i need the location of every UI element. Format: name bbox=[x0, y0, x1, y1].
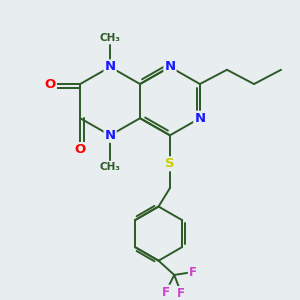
Text: F: F bbox=[177, 287, 185, 300]
Text: CH₃: CH₃ bbox=[100, 33, 121, 43]
Text: N: N bbox=[194, 112, 206, 125]
Text: O: O bbox=[75, 143, 86, 156]
Text: O: O bbox=[45, 77, 56, 91]
Text: N: N bbox=[104, 129, 116, 142]
Text: F: F bbox=[162, 286, 170, 298]
Text: F: F bbox=[189, 266, 197, 279]
Text: N: N bbox=[104, 60, 116, 74]
Text: S: S bbox=[165, 157, 175, 170]
Text: N: N bbox=[164, 60, 175, 74]
Text: CH₃: CH₃ bbox=[100, 162, 121, 172]
